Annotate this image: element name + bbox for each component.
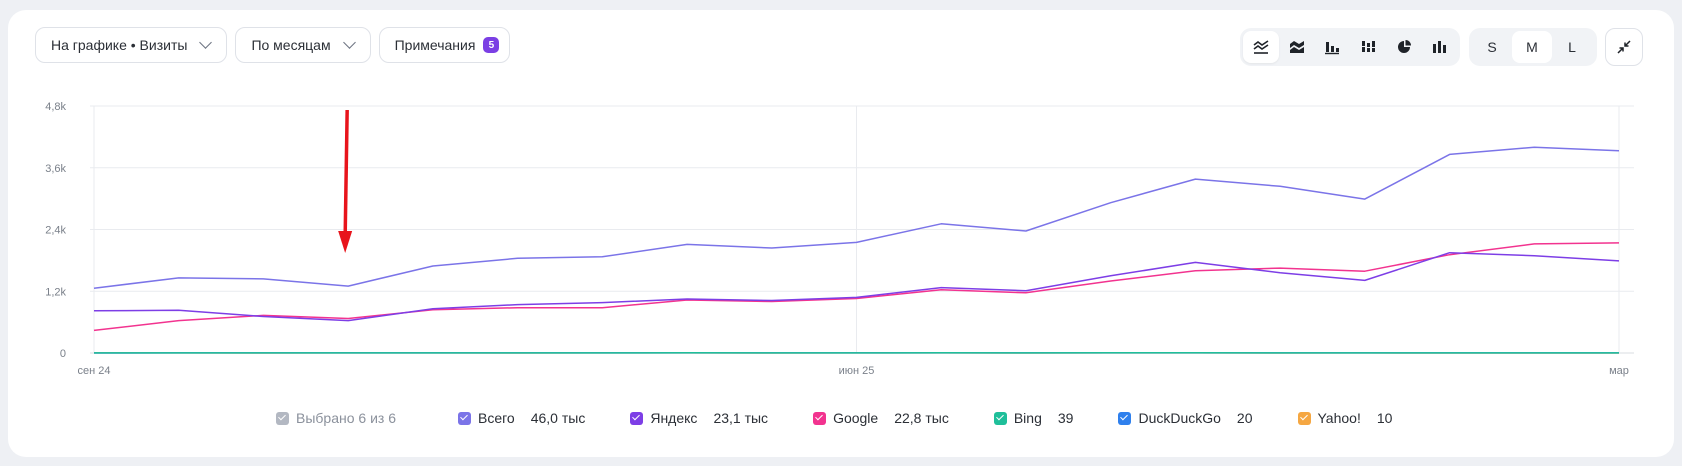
stacked-bar-button[interactable] xyxy=(1350,31,1386,63)
metric-dropdown[interactable]: На графике • Визиты xyxy=(35,27,228,63)
size-s-button[interactable]: S xyxy=(1487,39,1497,55)
legend-item-value: 23,1 тыс xyxy=(713,410,769,426)
legend-selected-count: Выбрано 6 из 6 xyxy=(296,410,396,426)
y-tick-label: 4,8k xyxy=(45,101,66,113)
checkbox-icon xyxy=(1297,411,1311,425)
legend-item-value: 10 xyxy=(1376,410,1393,426)
pie-chart-icon xyxy=(1397,40,1411,53)
stacked-area-icon xyxy=(1289,41,1304,53)
size-l-button[interactable]: L xyxy=(1568,39,1576,55)
legend-item-total[interactable]: Всего 46,0 тыс xyxy=(458,410,585,426)
bar-chart-button[interactable] xyxy=(1314,31,1350,63)
column-chart-icon xyxy=(1433,41,1447,53)
legend-item-value: 46,0 тыс xyxy=(530,410,586,426)
stacked-area-button[interactable] xyxy=(1279,31,1315,63)
chart-size-switcher: S M L xyxy=(1469,28,1597,66)
checkbox-icon xyxy=(993,411,1007,425)
legend-item-name: Яндекс xyxy=(650,410,698,426)
legend-item-value: 20 xyxy=(1236,410,1253,426)
x-tick-label: июн 25 xyxy=(839,365,875,377)
y-tick-label: 0 xyxy=(60,348,66,360)
legend-item-yahoo[interactable]: Yahoo! 10 xyxy=(1297,410,1393,426)
annotation-arrow-shaft xyxy=(343,109,349,237)
notes-button[interactable]: Примечания 5 xyxy=(378,27,511,63)
series-line xyxy=(93,251,1620,322)
chart-toolbar: На графике • Визиты По месяцам Примечани… xyxy=(35,27,511,63)
annotation-arrow-head xyxy=(338,231,353,253)
legend-item-name: Bing xyxy=(1013,410,1042,426)
y-tick-label: 2,4k xyxy=(45,225,66,237)
bar-chart-icon xyxy=(1325,42,1340,55)
series-line xyxy=(93,242,1620,332)
series-line xyxy=(93,146,1620,289)
grouping-dropdown-label: По месяцам xyxy=(251,37,331,53)
notes-count-badge: 5 xyxy=(483,37,500,53)
chart-card xyxy=(8,10,1674,457)
chart-legend: Выбрано 6 из 6 Всего 46,0 тыс Яндекс 23,… xyxy=(276,409,1392,427)
legend-item-yandex[interactable]: Яндекс 23,1 тыс xyxy=(630,410,768,426)
legend-item-name: Всего xyxy=(478,410,515,426)
checkbox-icon xyxy=(630,411,644,425)
stacked-bar-icon xyxy=(1361,41,1375,52)
checkbox-icon xyxy=(1118,411,1132,425)
legend-item-bing[interactable]: Bing 39 xyxy=(993,410,1074,426)
x-tick-label: сен 24 xyxy=(78,365,111,377)
grouping-dropdown[interactable]: По месяцам xyxy=(235,27,371,63)
legend-select-all[interactable]: Выбрано 6 из 6 xyxy=(276,410,396,426)
y-tick-label: 3,6k xyxy=(45,163,66,175)
line-chart: 0 1,2k 2,4k 3,6k 4,8k сен 24 июн 25 мар xyxy=(45,101,1634,377)
legend-item-duckduckgo[interactable]: DuckDuckGo 20 xyxy=(1118,410,1253,426)
collapse-icon xyxy=(1617,40,1631,54)
legend-item-value: 39 xyxy=(1057,410,1074,426)
column-chart-button[interactable] xyxy=(1421,31,1457,63)
notes-button-label: Примечания xyxy=(394,37,476,53)
checkbox-icon xyxy=(813,411,827,425)
checkbox-icon xyxy=(276,411,289,425)
pie-chart-button[interactable] xyxy=(1386,31,1422,63)
legend-item-name: DuckDuckGo xyxy=(1138,410,1221,426)
collapse-button[interactable] xyxy=(1605,28,1643,66)
checkbox-icon xyxy=(458,411,471,425)
legend-item-name: Google xyxy=(833,410,879,426)
legend-item-value: 22,8 тыс xyxy=(894,410,949,426)
legend-item-google[interactable]: Google 22,8 тыс xyxy=(813,410,949,426)
line-chart-icon xyxy=(1253,40,1269,54)
size-m-button[interactable]: M xyxy=(1512,31,1552,63)
x-tick-label: мар xyxy=(1609,365,1629,377)
chart-type-switcher xyxy=(1240,28,1460,66)
line-chart-button[interactable] xyxy=(1243,31,1279,63)
legend-item-name: Yahoo! xyxy=(1317,410,1361,426)
y-tick-label: 1,2k xyxy=(45,286,66,298)
metric-dropdown-label: На графике • Визиты xyxy=(51,37,188,53)
